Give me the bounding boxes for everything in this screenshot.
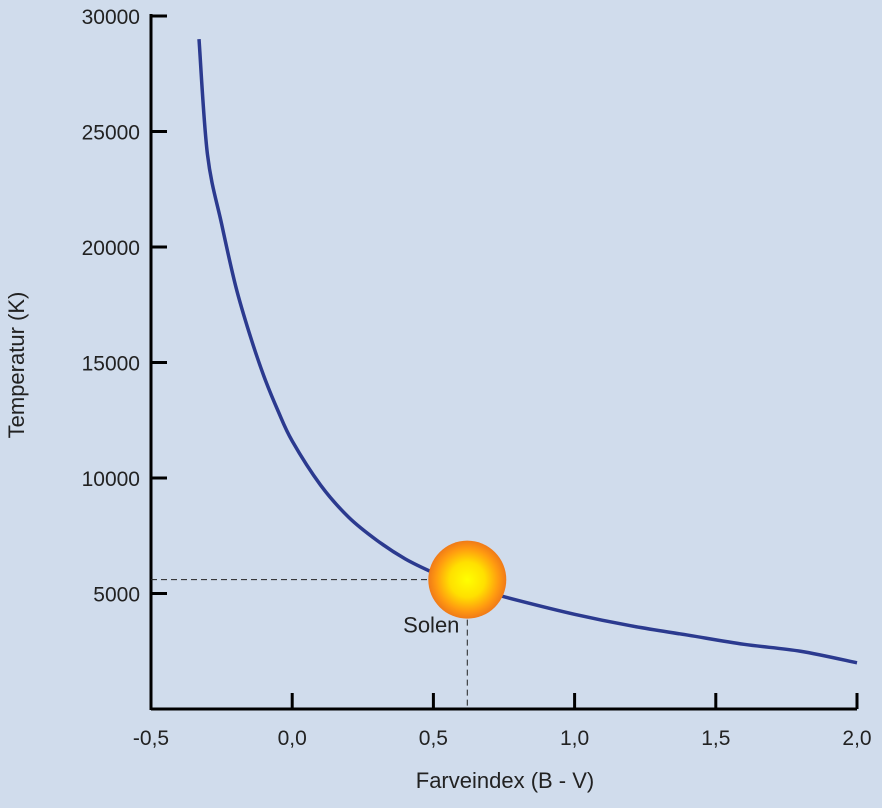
y-tick-label: 20000 [82, 237, 140, 260]
y-ticks: 5000 10000 15000 20000 25000 30000 [82, 6, 167, 607]
y-tick-label: 10000 [82, 468, 140, 491]
x-axis-label: Farveindex (B - V) [416, 768, 595, 793]
x-tick-label: -0,5 [133, 727, 169, 750]
x-tick-label: 1,0 [560, 727, 589, 750]
sun-guide-lines [151, 579, 468, 709]
y-axis-label: Temperatur (K) [4, 292, 29, 439]
x-tick-label: 0,5 [419, 727, 448, 750]
annotations: Solen [403, 540, 507, 638]
y-tick-label: 15000 [82, 353, 140, 376]
x-tick-label: 0,0 [278, 727, 307, 750]
y-tick-label: 25000 [82, 122, 140, 145]
x-tick-label: 1,5 [701, 727, 730, 750]
x-tick-label: 2,0 [842, 727, 871, 750]
x-ticks: -0,5 0,0 0,5 1,0 1,5 2,0 [133, 693, 872, 750]
sun-icon [428, 540, 507, 619]
temperature-curve [197, 38, 858, 665]
sun-label: Solen [403, 613, 459, 638]
y-tick-label: 5000 [93, 584, 140, 607]
y-tick-label: 30000 [82, 6, 140, 29]
axes [149, 14, 857, 711]
